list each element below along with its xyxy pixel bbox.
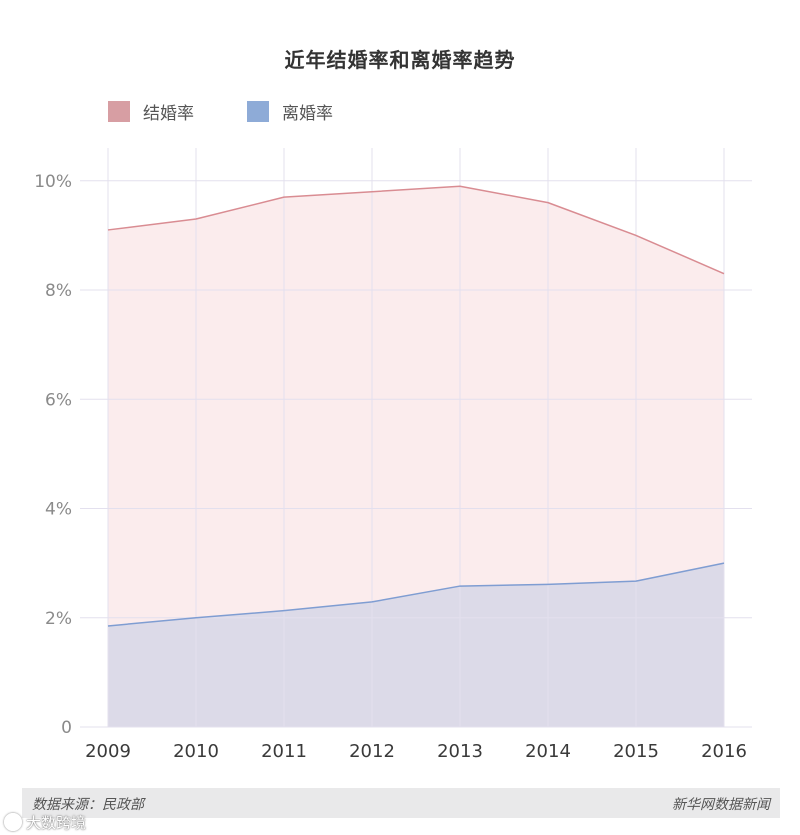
x-tick-label: 2010 xyxy=(173,741,219,762)
area-chart: 0 2% 4% 6% 8% 10% 2009 2010 2011 2012 2013 2014 2015… xyxy=(34,148,752,762)
y-tick-label: 0 xyxy=(61,718,72,738)
y-tick-label: 2% xyxy=(45,609,72,629)
data-source-note: 数据来源：民政部 xyxy=(32,797,144,813)
x-tick-label: 2012 xyxy=(349,741,395,762)
watermark-text: 大数跨境 xyxy=(26,813,87,832)
legend-label-divorce: 离婚率 xyxy=(282,103,333,124)
marriage-line xyxy=(107,185,725,275)
legend-swatch-marriage xyxy=(108,100,130,122)
x-tick-label: 2014 xyxy=(525,741,571,762)
x-tick-label: 2016 xyxy=(701,741,747,762)
y-tick-label: 4% xyxy=(45,500,72,520)
y-tick-label: 6% xyxy=(45,390,72,410)
divorce-area xyxy=(108,563,724,727)
x-tick-label: 2009 xyxy=(85,741,131,762)
y-tick-label: 8% xyxy=(45,281,72,301)
x-tick-label: 2013 xyxy=(437,741,483,762)
divorce-line xyxy=(107,562,725,627)
chart-title: 近年结婚率和离婚率趋势 xyxy=(284,48,516,72)
watermark: 大数跨境 xyxy=(4,811,86,833)
x-tick-label: 2015 xyxy=(613,741,659,762)
legend-item-marriage[interactable]: 结婚率 xyxy=(108,100,194,124)
x-tick-label: 2011 xyxy=(261,741,307,762)
watermark-logo-icon xyxy=(4,813,22,831)
legend-item-divorce[interactable]: 离婚率 xyxy=(247,100,333,124)
legend-label-marriage: 结婚率 xyxy=(143,103,194,124)
footer-bar: 数据来源：民政部 新华网数据新闻 xyxy=(22,788,780,818)
legend-swatch-divorce xyxy=(247,100,269,122)
y-tick-label: 10% xyxy=(34,172,72,192)
publisher-credit: 新华网数据新闻 xyxy=(672,797,770,813)
